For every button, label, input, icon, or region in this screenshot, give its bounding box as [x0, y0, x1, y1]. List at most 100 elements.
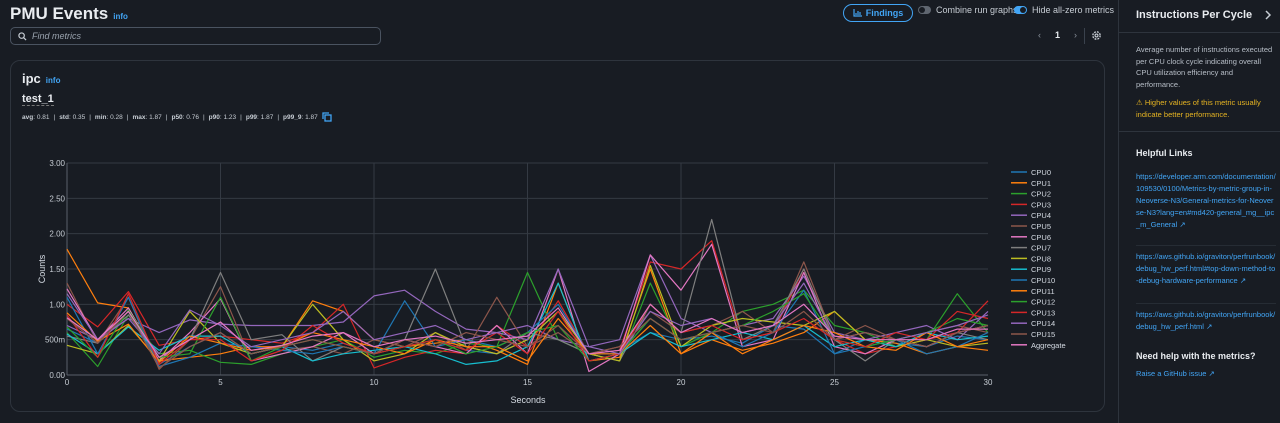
- stat-value: 0.28: [110, 113, 123, 121]
- stats-line: avg: 0.81 | std: 0.35 | min: 0.28 | max: 1.87 |…: [22, 112, 332, 122]
- github-issue-link[interactable]: Raise a GitHub issue ↗: [1136, 368, 1276, 380]
- metric-description: Average number of instructions executed …: [1136, 45, 1273, 89]
- stat-std: std: 0.35: [59, 113, 86, 121]
- x-tick-label: 10: [370, 378, 379, 387]
- combine-run-graphs-toggle[interactable]: Combine run graphs: [918, 5, 1018, 15]
- legend-item: CPU11: [1031, 287, 1055, 296]
- helpful-link[interactable]: https://developer.arm.com/documentation/…: [1136, 171, 1276, 231]
- hide-zero-metrics-toggle[interactable]: Hide all-zero metrics: [1014, 5, 1114, 15]
- metric-info-link[interactable]: info: [45, 76, 61, 85]
- stat-min: min: 0.28: [94, 113, 123, 121]
- toggle-switch-off[interactable]: [918, 6, 931, 14]
- current-page[interactable]: 1: [1055, 30, 1061, 40]
- y-tick-label: 2.50: [49, 194, 65, 203]
- divider: [1119, 131, 1280, 132]
- stat-p50: p50: 0.76: [171, 113, 199, 121]
- metric-warning: ⚠ Higher values of this metric usually i…: [1136, 97, 1276, 120]
- stat-value: 1.87: [260, 113, 274, 121]
- legend-item: Aggregate: [1031, 341, 1066, 350]
- chart-icon: [853, 9, 862, 17]
- legend-item: CPU0: [1031, 168, 1051, 177]
- legend-item: CPU7: [1031, 244, 1051, 253]
- external-link-icon: ↗: [1179, 220, 1186, 229]
- stat-value: 0.81: [36, 113, 50, 121]
- search-icon: [18, 31, 27, 41]
- metric-name: ipc: [22, 71, 41, 86]
- series-line-cpu15: [66, 310, 989, 369]
- legend-item: CPU4: [1031, 211, 1051, 220]
- info-link[interactable]: info: [113, 12, 128, 21]
- link-text[interactable]: https://developer.arm.com/documentation/…: [1136, 172, 1276, 229]
- page-title: PMU Events info: [10, 4, 128, 24]
- y-tick-label: 2.00: [49, 230, 65, 239]
- help-panel-title: Instructions Per Cycle: [1136, 9, 1253, 21]
- stat-key: p99_9: [283, 113, 302, 121]
- stat-separator: |: [277, 113, 280, 121]
- copy-icon[interactable]: [322, 112, 332, 122]
- y-tick-label: 1.00: [49, 300, 65, 309]
- legend-item: CPU5: [1031, 222, 1051, 231]
- stat-separator: |: [89, 113, 91, 121]
- link-text[interactable]: https://aws.github.io/graviton/perfrunbo…: [1136, 252, 1276, 285]
- stat-key: p90: [208, 113, 220, 121]
- y-axis-label: Counts: [37, 254, 47, 283]
- link-text[interactable]: https://aws.github.io/graviton/perfrunbo…: [1136, 310, 1276, 331]
- stat-p99: p99: 1.87: [245, 113, 274, 121]
- stat-value: 0.76: [186, 113, 199, 121]
- stat-separator: |: [202, 113, 205, 121]
- legend-item: CPU9: [1031, 265, 1051, 274]
- help-panel: Instructions Per Cycle Average number of…: [1118, 0, 1280, 423]
- metric-title: ipc info: [22, 71, 60, 86]
- stat-value: 0.35: [72, 113, 86, 121]
- stat-key: min: [94, 113, 107, 121]
- x-tick-label: 30: [984, 378, 993, 387]
- legend-item: CPU10: [1031, 276, 1055, 285]
- search-input[interactable]: Find metrics: [10, 27, 381, 45]
- x-tick-label: 15: [523, 378, 532, 387]
- divider: [1119, 32, 1280, 33]
- legend-item: CPU1: [1031, 179, 1051, 188]
- prev-page-icon[interactable]: ‹: [1038, 30, 1041, 40]
- legend-item: CPU15: [1031, 330, 1055, 339]
- stat-value: 1.87: [149, 113, 162, 121]
- hide-zero-label: Hide all-zero metrics: [1032, 5, 1115, 15]
- metric-card: ipc info test_1 avg: 0.81 | std: 0.35 | min: …: [10, 60, 1105, 412]
- legend-item: CPU14: [1031, 319, 1055, 328]
- legend-item: CPU8: [1031, 254, 1051, 263]
- external-link-icon: ↗: [1206, 322, 1213, 331]
- x-axis-label: Seconds: [510, 395, 546, 405]
- helpful-link[interactable]: https://aws.github.io/graviton/perfrunbo…: [1136, 309, 1276, 333]
- series-line-cpu2: [66, 271, 989, 368]
- helpful-links-title: Helpful Links: [1136, 148, 1193, 158]
- run-name: test_1: [22, 93, 54, 106]
- helpful-link[interactable]: https://aws.github.io/graviton/perfrunbo…: [1136, 251, 1276, 287]
- stat-key: avg: [22, 113, 34, 121]
- stat-separator: |: [53, 113, 56, 121]
- stat-max: max: 1.87: [132, 113, 162, 121]
- stat-value: 1.23: [223, 113, 237, 121]
- stat-p90: p90: 1.23: [208, 113, 237, 121]
- help-title: Need help with the metrics?: [1136, 351, 1256, 361]
- chevron-right-icon[interactable]: [1265, 10, 1272, 20]
- legend-item: CPU13: [1031, 308, 1055, 317]
- gear-icon[interactable]: [1091, 30, 1102, 41]
- external-link-icon: ↗: [1208, 369, 1215, 378]
- stat-value: 1.87: [305, 113, 318, 121]
- main-panel: PMU Events info Find metrics Findings Com…: [10, 4, 1114, 412]
- warning-icon: ⚠: [1136, 98, 1145, 107]
- next-page-icon[interactable]: ›: [1074, 30, 1078, 40]
- findings-button[interactable]: Findings: [843, 4, 913, 22]
- series-line-aggregate: [66, 303, 988, 358]
- divider: [1084, 28, 1085, 44]
- stat-separator: |: [165, 113, 168, 121]
- legend-item: CPU12: [1031, 298, 1055, 307]
- link-text[interactable]: Raise a GitHub issue: [1136, 369, 1207, 378]
- stat-key: max: [132, 113, 146, 121]
- divider: [1136, 303, 1276, 304]
- external-link-icon: ↗: [1239, 276, 1247, 285]
- toggle-switch-on[interactable]: [1014, 6, 1027, 14]
- stat-separator: |: [240, 113, 242, 121]
- stat-key: p50: [171, 113, 183, 121]
- warning-text: Higher values of this metric usually ind…: [1136, 98, 1261, 119]
- series-line-cpu11: [66, 312, 989, 363]
